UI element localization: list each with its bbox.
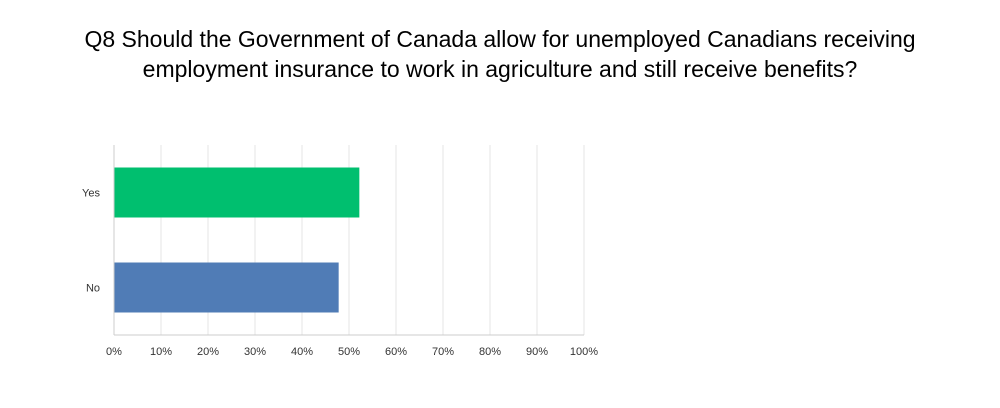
bars — [114, 167, 360, 313]
bar-no — [114, 262, 339, 313]
x-tick-label: 80% — [479, 346, 501, 358]
x-tick-label: 10% — [150, 346, 172, 358]
x-tick-label: 90% — [526, 346, 548, 358]
axes — [113, 145, 584, 336]
x-tick-label: 20% — [197, 346, 219, 358]
x-tick-label: 40% — [291, 346, 313, 358]
category-label: No — [86, 283, 100, 295]
category-labels: Yes No — [82, 188, 100, 295]
x-tick-label: 70% — [432, 346, 454, 358]
x-tick-label: 30% — [244, 346, 266, 358]
chart-title-line-2: employment insurance to work in agricult… — [142, 56, 858, 82]
x-tick-labels: 0% 10% 20% 30% 40% 50% 60% 70% 80% 90% 100% — [106, 346, 598, 358]
bar-yes — [114, 167, 360, 218]
x-tick-label: 50% — [338, 346, 360, 358]
chart-title: Q8 Should the Government of Canada allow… — [0, 24, 1000, 84]
category-label: Yes — [82, 188, 100, 200]
x-tick-label: 0% — [106, 346, 122, 358]
chart-title-line-1: Q8 Should the Government of Canada allow… — [84, 26, 916, 52]
x-tick-label: 60% — [385, 346, 407, 358]
x-tick-label: 100% — [570, 346, 598, 358]
